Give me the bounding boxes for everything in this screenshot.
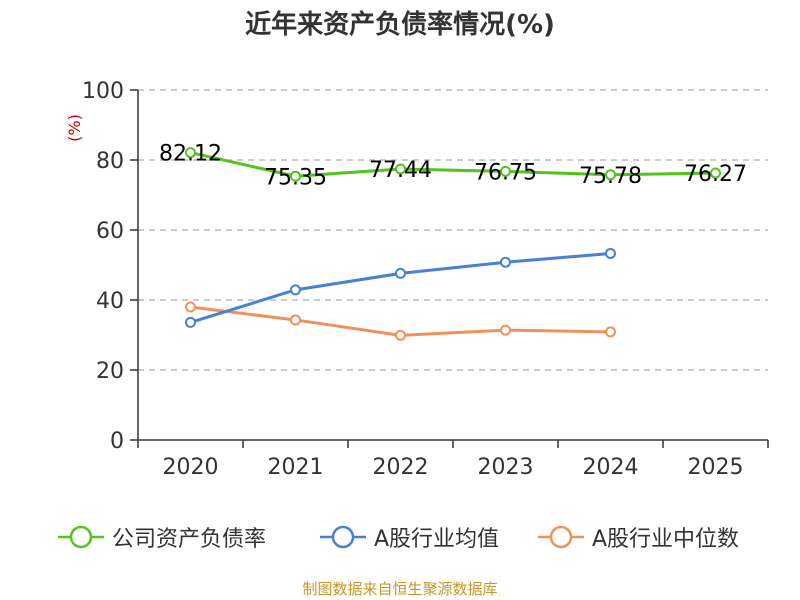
legend: 公司资产负债率 A股行业均值 A股行业中位数 xyxy=(0,520,800,554)
data-point xyxy=(290,284,301,296)
data-point xyxy=(395,163,406,175)
legend-marker-icon xyxy=(320,525,366,549)
legend-label: A股行业均值 xyxy=(374,527,500,552)
legend-item[interactable]: A股行业中位数 xyxy=(538,520,739,554)
data-point xyxy=(500,324,511,336)
x-tick-label: 2023 xyxy=(478,455,534,480)
x-tick-label: 2021 xyxy=(268,455,324,480)
x-tick-label: 2024 xyxy=(583,455,639,480)
y-tick-label: 20 xyxy=(96,359,124,384)
data-point xyxy=(605,247,616,259)
data-point xyxy=(185,301,196,313)
legend-item[interactable]: A股行业均值 xyxy=(320,520,499,554)
data-point xyxy=(185,316,196,328)
x-tick-label: 2022 xyxy=(373,455,429,480)
data-point xyxy=(500,256,511,268)
x-tick-label: 2020 xyxy=(163,455,219,480)
source-note: 制图数据来自恒生聚源数据库 xyxy=(302,580,498,598)
data-label: 75.78 xyxy=(579,164,642,189)
data-label: 76.75 xyxy=(474,160,537,185)
data-point xyxy=(290,314,301,326)
chart-title: 近年来资产负债率情况(%) xyxy=(245,10,555,40)
y-tick-label: 40 xyxy=(96,289,124,314)
legend-label: A股行业中位数 xyxy=(592,527,740,552)
y-tick-label: 60 xyxy=(96,219,124,244)
data-point xyxy=(605,169,616,181)
series-group xyxy=(185,147,721,341)
y-tick-label: 80 xyxy=(96,149,124,174)
axes: 0 20 40 60 80 100 2020 2021 2022 2023 2024 2025 xyxy=(82,79,769,480)
y-tick-label: 100 xyxy=(82,79,124,104)
data-labels: 82.12 75.35 77.44 76.75 75.78 76.27 xyxy=(159,142,747,191)
legend-marker-icon xyxy=(538,525,584,549)
data-label: 77.44 xyxy=(369,158,432,183)
y-axis-label: (%) xyxy=(65,114,84,142)
data-point xyxy=(605,326,616,338)
data-point xyxy=(395,329,406,341)
series-line xyxy=(190,251,611,324)
data-label: 82.12 xyxy=(159,142,222,167)
data-point xyxy=(185,147,196,159)
data-point xyxy=(395,267,406,279)
series-line xyxy=(190,151,716,178)
y-tick-label: 0 xyxy=(110,429,124,454)
grid-lines xyxy=(138,89,768,371)
legend-label: 公司资产负债率 xyxy=(112,527,267,552)
x-tick-label: 2025 xyxy=(688,455,744,480)
data-point xyxy=(500,165,511,177)
data-point xyxy=(290,170,301,182)
data-label: 75.35 xyxy=(264,165,327,190)
legend-marker-icon xyxy=(58,525,104,549)
data-point xyxy=(710,167,721,179)
legend-item[interactable]: 公司资产负债率 xyxy=(58,520,266,554)
data-label: 76.27 xyxy=(684,162,747,187)
